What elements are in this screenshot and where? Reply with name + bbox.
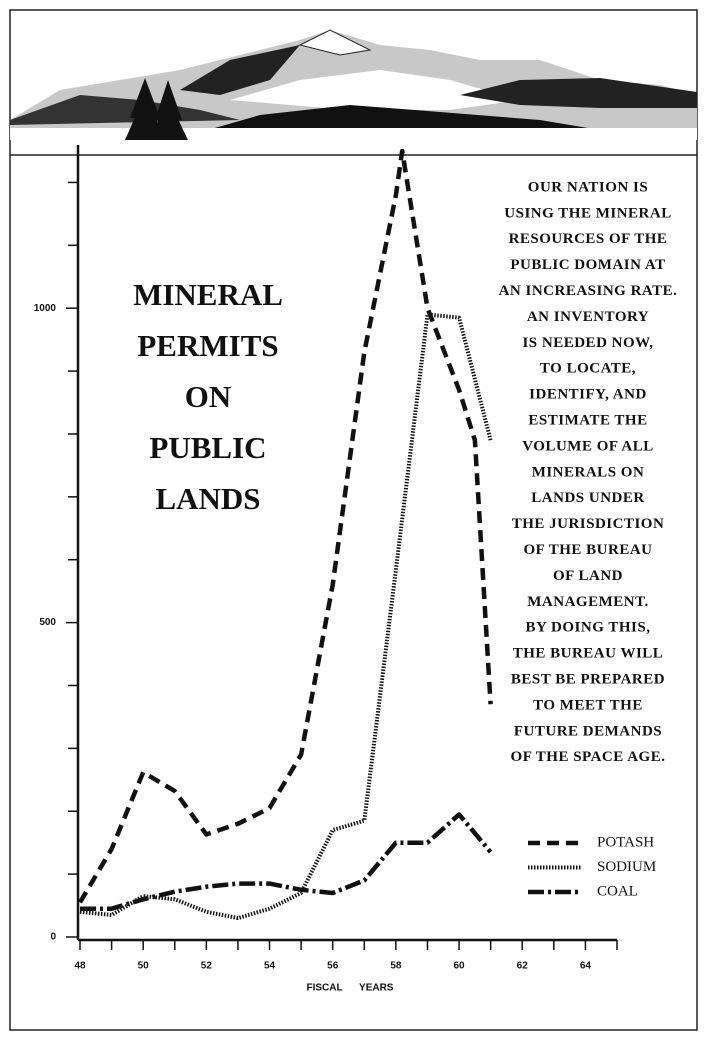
chart-title: LANDS [155, 481, 260, 516]
annotation-line: AN INVENTORY [527, 309, 649, 325]
annotation-line: BEST BE PREPARED [511, 672, 665, 688]
annotation-line: FUTURE DEMANDS [514, 723, 662, 739]
data-line [80, 812, 493, 911]
chart-title: PERMITS [137, 328, 278, 363]
annotation-line: OF THE SPACE AGE. [511, 749, 666, 765]
y-tick-label: 0 [50, 932, 56, 943]
chart: 0 500 1000 48 50 52 54 56 58 60 62 64 FISCAL YEARS MI… [34, 145, 678, 994]
annotation-line: PUBLIC DOMAIN AT [510, 257, 665, 273]
mountain-illustration [10, 29, 697, 156]
chart-title: ON [185, 379, 232, 414]
annotation-line: BY DOING THIS, [526, 620, 651, 636]
x-tick-label: 60 [453, 961, 465, 972]
annotation-line: OUR NATION IS [528, 179, 648, 195]
x-tick-label: 64 [580, 961, 592, 972]
frame [9, 9, 698, 1031]
annotation-line: OF THE BUREAU [523, 542, 652, 558]
x-axis-label: FISCAL YEARS [307, 983, 394, 994]
legend-label: COAL [597, 883, 638, 899]
annotation-line: LANDS UNDER [531, 490, 644, 506]
annotation-line: TO LOCATE, [540, 361, 636, 377]
annotation-line: IS NEEDED NOW, [522, 335, 653, 351]
annotation-line: OF LAND [553, 568, 623, 584]
annotation-line: ESTIMATE THE [528, 413, 647, 429]
legend-label: POTASH [597, 834, 654, 850]
x-tick-label: 54 [264, 961, 276, 972]
annotation-line: IDENTIFY, AND [529, 387, 647, 403]
x-tick-label: 52 [201, 961, 213, 972]
x-tick-label: 56 [327, 961, 339, 972]
y-tick-label: 1000 [34, 303, 57, 314]
y-tick-label: 500 [39, 617, 56, 628]
annotation-line: THE JURISDICTION [512, 516, 665, 532]
annotation-line: USING THE MINERAL [504, 205, 671, 221]
annotation-line: RESOURCES OF THE [509, 231, 668, 247]
annotation-line: TO MEET THE [533, 697, 643, 713]
annotation-line: MINERALS ON [532, 464, 645, 480]
data-line [79, 312, 493, 921]
annotation-line: VOLUME OF ALL [522, 438, 654, 454]
annotation-line: MANAGEMENT. [527, 594, 648, 610]
annotation-line: THE BUREAU WILL [513, 646, 664, 662]
x-tick-label: 48 [74, 961, 86, 972]
chart-title: PUBLIC [149, 430, 266, 465]
legend-label: SODIUM [597, 859, 656, 875]
chart-title: MINERAL [133, 277, 283, 312]
annotation-line: AN INCREASING RATE. [499, 283, 678, 299]
x-tick-label: 58 [390, 961, 402, 972]
x-tick-label: 50 [138, 961, 150, 972]
data-line [78, 148, 493, 904]
x-tick-label: 62 [517, 961, 529, 972]
